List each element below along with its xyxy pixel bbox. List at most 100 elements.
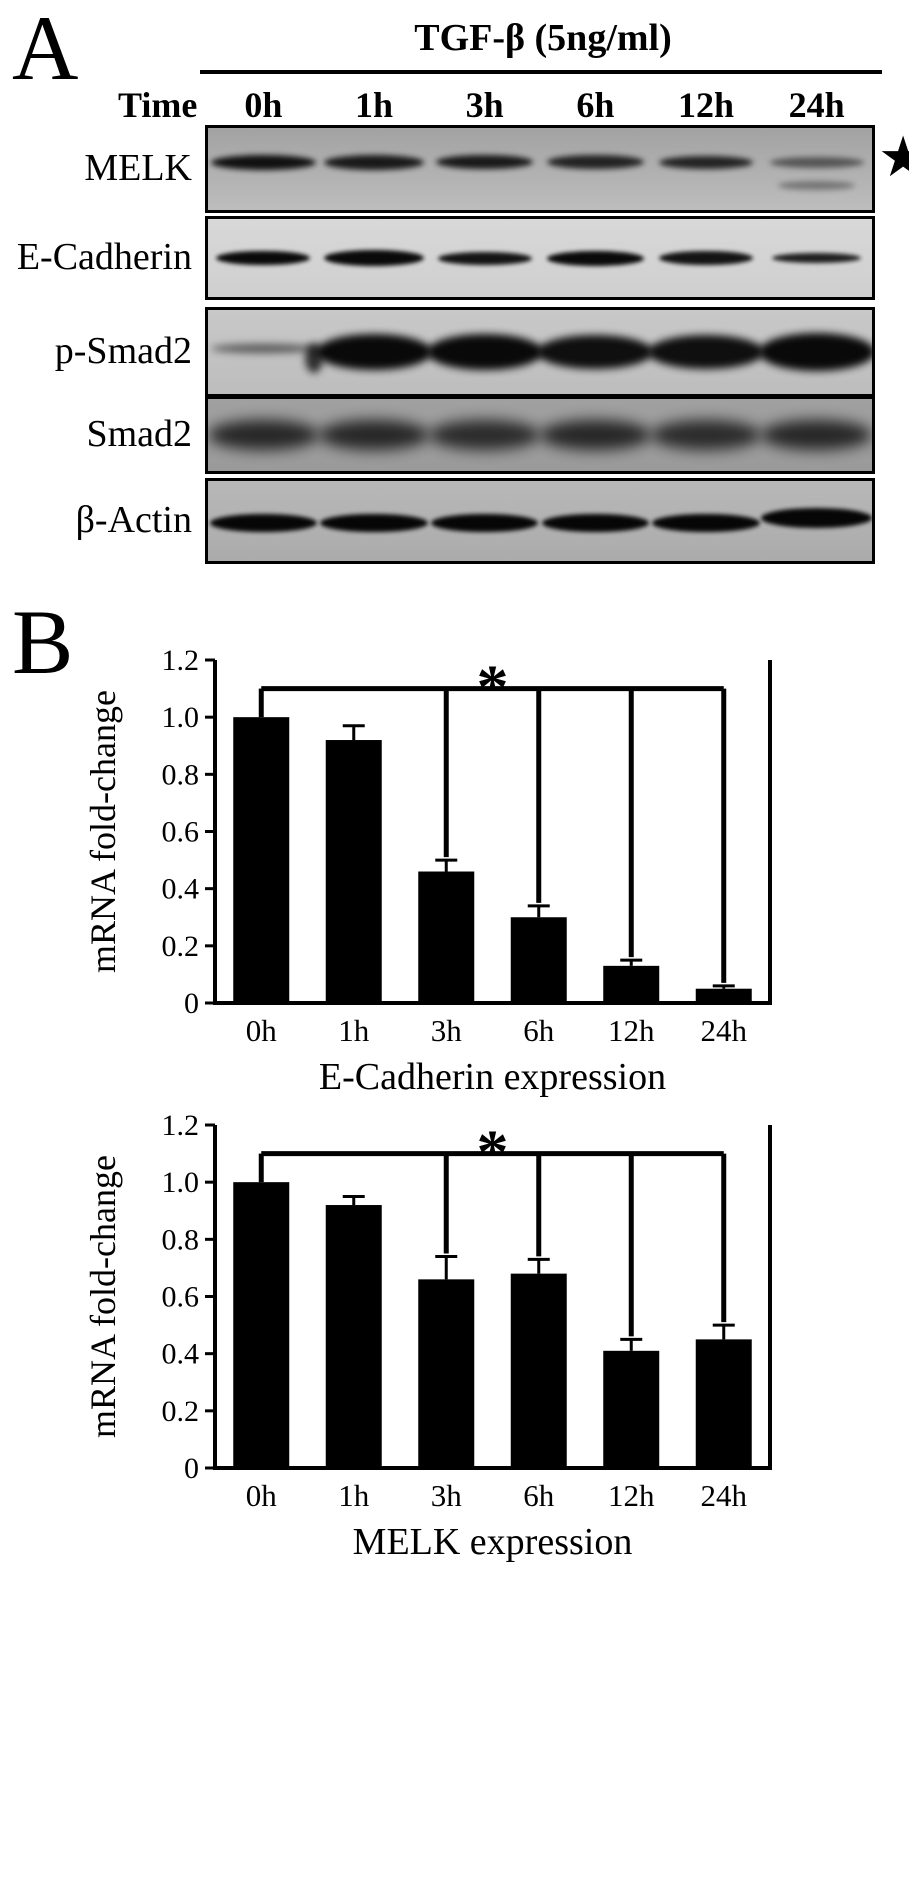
protein-band — [210, 154, 316, 170]
protein-band — [209, 514, 317, 532]
x-tick-label: 6h — [523, 1013, 555, 1048]
blot-image-3 — [205, 396, 875, 474]
protein-band — [647, 335, 765, 369]
protein-band — [320, 514, 428, 532]
protein-band — [761, 420, 872, 450]
x-axis-title: MELK expression — [353, 1521, 633, 1563]
bar — [603, 965, 660, 1003]
protein-band — [658, 155, 754, 169]
significance-star: * — [477, 1117, 509, 1188]
protein-band — [435, 155, 534, 169]
protein-band — [772, 253, 861, 263]
blot-image-1 — [205, 216, 875, 300]
blot-image-2 — [205, 307, 875, 397]
protein-band — [430, 514, 539, 532]
panel-b-label: B — [12, 591, 74, 693]
protein-band — [426, 334, 543, 370]
protein-band — [318, 420, 430, 450]
panel-a-label: A — [12, 0, 79, 99]
protein-band — [324, 154, 424, 170]
y-tick-label: 0.6 — [162, 1281, 200, 1314]
bar — [325, 740, 382, 1003]
protein-band — [437, 251, 532, 265]
treatment-header: TGF-β (5ng/ml) — [414, 17, 672, 59]
y-tick-label: 0.2 — [162, 1395, 200, 1428]
blot-image-4 — [205, 478, 875, 564]
protein-band — [546, 155, 644, 169]
y-axis-title: mRNA fold-change — [83, 1155, 123, 1438]
header-underline — [200, 70, 882, 74]
x-tick-label: 0h — [246, 1013, 278, 1048]
y-tick-label: 0 — [184, 1452, 199, 1485]
blot-label-1: E-Cadherin — [16, 236, 192, 278]
x-axis-title: E-Cadherin expression — [319, 1056, 666, 1098]
y-tick-label: 0.8 — [162, 1223, 200, 1256]
bar — [233, 717, 290, 1003]
x-tick-label: 0h — [246, 1478, 278, 1513]
bar-chart: 0 0.2 0.4 0.6 0.8 1.0 1.2 mRNA fold-change 0h 1h 3… — [83, 644, 772, 1098]
chart-melk-expression: 0 0.2 0.4 0.6 0.8 1.0 1.2 mRNA fold-change 0h 1h 3… — [60, 1109, 840, 1575]
x-tick-label: 24h — [701, 1013, 748, 1048]
lane-label-24h: 24h — [788, 85, 845, 125]
bar — [233, 1182, 290, 1468]
protein-band — [540, 420, 651, 450]
lane-label-12h: 12h — [677, 85, 735, 125]
y-tick-label: 0 — [184, 987, 199, 1020]
protein-band — [650, 420, 762, 450]
blot-image-0 — [205, 125, 875, 213]
y-tick-label: 1.2 — [162, 1110, 200, 1142]
bar — [325, 1205, 382, 1468]
time-label: Time — [118, 85, 198, 125]
protein-band — [761, 508, 872, 528]
y-tick-label: 0.6 — [162, 816, 200, 849]
y-tick-label: 0.4 — [162, 873, 200, 906]
x-tick-label: 1h — [338, 1013, 370, 1048]
lane-label-3h: 3h — [465, 85, 504, 125]
protein-band — [652, 514, 760, 532]
blot-label-2: p-Smad2 — [54, 330, 192, 372]
y-axis-title: mRNA fold-change — [83, 690, 123, 973]
bar — [695, 988, 752, 1003]
bar — [603, 1350, 660, 1468]
y-tick-label: 1.0 — [162, 1166, 200, 1199]
protein-band — [537, 335, 654, 369]
protein-band — [777, 180, 856, 190]
x-tick-label: 12h — [608, 1478, 655, 1513]
blot-label-3: Smad2 — [86, 413, 192, 455]
protein-band — [315, 334, 433, 370]
x-tick-label: 6h — [523, 1478, 555, 1513]
x-tick-label: 3h — [431, 1013, 463, 1048]
bar-chart: 0 0.2 0.4 0.6 0.8 1.0 1.2 mRNA fold-change 0h 1h 3… — [83, 1109, 772, 1563]
protein-band — [210, 343, 316, 353]
protein-band — [541, 514, 649, 532]
protein-band — [324, 250, 424, 266]
y-tick-label: 1.0 — [162, 701, 200, 734]
protein-band — [429, 420, 540, 450]
bar — [510, 917, 567, 1003]
protein-band — [216, 251, 311, 265]
y-tick-label: 1.2 — [162, 645, 200, 677]
bar — [510, 1273, 567, 1468]
lane-label-1h: 1h — [354, 85, 394, 125]
x-tick-label: 3h — [431, 1478, 463, 1513]
star-marker-icon: ★ — [878, 127, 909, 189]
blot-label-0: MELK — [84, 147, 192, 189]
y-tick-label: 0.2 — [162, 930, 200, 963]
y-tick-label: 0.8 — [162, 758, 200, 791]
blot-label-4: β-Actin — [75, 499, 192, 541]
x-tick-label: 12h — [608, 1013, 655, 1048]
lane-label-0h: 0h — [244, 85, 283, 125]
bar — [418, 871, 475, 1003]
x-tick-label: 1h — [338, 1478, 370, 1513]
chart-ecadherin-expression: 0 0.2 0.4 0.6 0.8 1.0 1.2 mRNA fold-change 0h 1h 3… — [60, 644, 840, 1110]
protein-band — [769, 156, 864, 168]
protein-band — [546, 250, 644, 266]
x-tick-label: 24h — [701, 1478, 748, 1513]
protein-band — [658, 251, 754, 265]
bar — [418, 1279, 475, 1468]
significance-star: * — [477, 652, 509, 723]
y-tick-label: 0.4 — [162, 1338, 200, 1371]
protein-band — [758, 333, 872, 371]
protein-band — [208, 420, 319, 450]
